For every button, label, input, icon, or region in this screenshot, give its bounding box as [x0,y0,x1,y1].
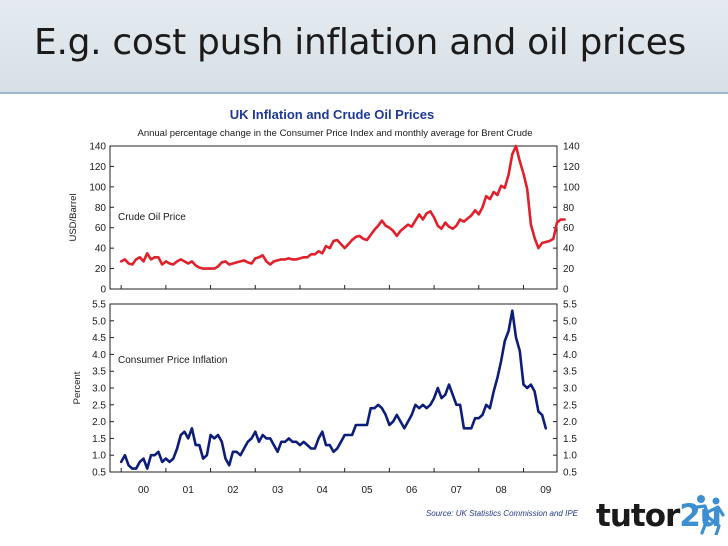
y-tick-label-right-cpi: 4.5 [563,333,577,344]
x-tick-label: 03 [272,485,284,496]
y-tick-label-left-cpi: 3.0 [92,384,106,395]
y-tick-label-right-cpi: 3.5 [563,367,577,378]
brand-name: tutor [596,498,680,534]
y-tick-label-right-cpi: 0.5 [563,468,577,479]
y-tick-label-left-oil: 80 [95,203,107,214]
y-tick-label-left-cpi: 4.0 [92,350,106,361]
y-tick-label-right-cpi: 2.0 [563,417,577,428]
chart-subtitle: Annual percentage change in the Consumer… [137,128,532,139]
y-tick-label-left-oil: 120 [89,162,106,173]
y-tick-label-left-cpi: 1.5 [92,434,106,445]
person-figure-icon [696,495,725,535]
x-tick-label: 06 [406,485,418,496]
y-tick-label-right-oil: 0 [563,285,569,296]
y-tick-label-right-oil: 60 [563,223,575,234]
y-tick-label-right-cpi: 1.5 [563,434,577,445]
y-tick-label-left-cpi: 0.5 [92,468,106,479]
y-tick-label-right-oil: 140 [563,142,580,153]
x-tick-label: 01 [183,485,195,496]
y-tick-label-right-cpi: 5.5 [563,300,577,311]
y-tick-label-left-cpi: 3.5 [92,367,106,378]
series-line-oil [119,144,566,270]
y-axis-label-cpi: Percent [72,371,83,404]
y-tick-label-right-cpi: 4.0 [563,350,577,361]
y-tick-label-left-cpi: 4.5 [92,333,106,344]
y-axis-label-oil: USD/Barrel [68,193,79,241]
header-divider [0,92,728,94]
series-label-cpi: Consumer Price Inflation [118,355,228,366]
y-tick-label-right-cpi: 5.0 [563,316,577,327]
y-tick-label-left-oil: 0 [100,285,106,296]
slide-title: E.g. cost push inflation and oil prices [34,22,686,63]
slide-header: E.g. cost push inflation and oil prices [0,0,728,94]
y-tick-label-left-cpi: 2.5 [92,400,106,411]
x-tick-label: 05 [361,485,373,496]
x-tick-label: 08 [496,485,508,496]
y-tick-label-left-cpi: 1.0 [92,451,106,462]
x-tick-label: 02 [227,485,239,496]
series-label-oil: Crude Oil Price [118,212,186,223]
y-tick-label-right-oil: 100 [563,182,580,193]
y-tick-label-right-cpi: 3.0 [563,384,577,395]
y-tick-label-left-oil: 60 [95,223,107,234]
x-tick-label: 07 [451,485,463,496]
y-tick-label-left-cpi: 5.5 [92,300,106,311]
y-tick-label-right-cpi: 1.0 [563,451,577,462]
x-tick-label: 09 [540,485,552,496]
series-line-cpi [119,309,548,470]
y-tick-label-left-cpi: 2.0 [92,417,106,428]
y-tick-label-left-oil: 20 [95,264,107,275]
y-tick-label-left-cpi: 5.0 [92,316,106,327]
chart-source: Source: UK Statistics Commission and IPE [426,509,579,518]
y-tick-label-left-oil: 40 [95,244,107,255]
y-tick-label-right-oil: 40 [563,244,575,255]
y-tick-label-right-oil: 80 [563,203,575,214]
plot-frame-oil [109,145,558,290]
y-tick-label-left-oil: 140 [89,142,106,153]
y-tick-label-right-oil: 120 [563,162,580,173]
y-tick-label-right-oil: 20 [563,264,575,275]
x-tick-label: 04 [317,485,329,496]
y-tick-label-left-oil: 100 [89,182,106,193]
y-tick-label-right-cpi: 2.5 [563,400,577,411]
x-tick-label: 00 [138,485,150,496]
chart-title: UK Inflation and Crude Oil Prices [230,107,434,122]
